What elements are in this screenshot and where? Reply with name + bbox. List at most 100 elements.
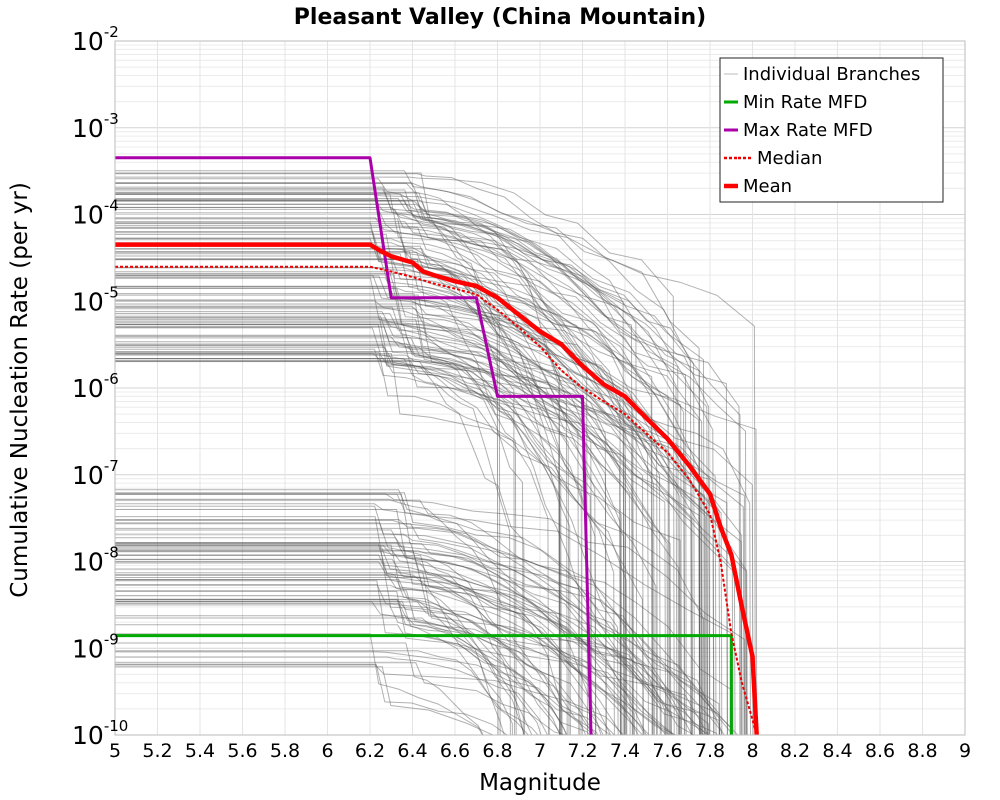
branch-line xyxy=(115,558,513,735)
branch-line xyxy=(115,315,701,735)
x-tick-label: 5.2 xyxy=(142,740,172,762)
branch-line xyxy=(115,176,675,735)
x-tick-label: 8.6 xyxy=(865,740,895,762)
branch-line xyxy=(115,287,707,735)
branch-line xyxy=(115,238,670,735)
branch-line xyxy=(115,548,695,735)
legend-label: Median xyxy=(757,148,822,169)
branch-line xyxy=(115,603,675,735)
branch-line xyxy=(115,178,501,735)
branch-line xyxy=(115,554,612,735)
branch-line xyxy=(115,489,602,735)
branch-line xyxy=(115,267,655,735)
branch-line xyxy=(115,344,681,735)
branch-line xyxy=(115,562,718,735)
branch-line xyxy=(115,551,647,735)
branch-line xyxy=(115,601,526,735)
y-tick-label: 10-10 xyxy=(72,717,128,750)
branch-line xyxy=(115,662,569,735)
branch-line xyxy=(115,299,570,735)
branch-line xyxy=(115,348,682,735)
branch-line xyxy=(115,251,517,735)
branch-line xyxy=(115,200,625,735)
branch-line xyxy=(115,642,484,735)
branch-line xyxy=(115,191,561,735)
x-tick-label: 8.8 xyxy=(907,740,937,762)
y-tick-label: 10-6 xyxy=(72,370,119,403)
branch-line xyxy=(115,561,667,735)
y-axis-ticks: 10-2 10-3 10-4 10-5 10-6 10-7 10-8 10-9 10-10 xyxy=(72,23,128,750)
x-tick-label: 7.4 xyxy=(610,740,640,762)
branch-line xyxy=(115,253,627,735)
branch-line xyxy=(115,493,746,735)
branch-line xyxy=(115,294,721,735)
branch-line xyxy=(115,353,644,735)
branch-line xyxy=(115,516,623,735)
branch-line xyxy=(115,334,562,735)
plot-frame xyxy=(114,40,966,736)
branch-line xyxy=(115,509,525,735)
branch-line xyxy=(115,598,563,735)
branch-line xyxy=(115,579,646,735)
branch-line xyxy=(115,574,706,735)
branch-line xyxy=(115,543,635,735)
branch-line xyxy=(115,351,734,735)
branch-line xyxy=(115,320,752,735)
branch-line xyxy=(115,293,743,735)
branch-line xyxy=(115,198,499,735)
branch-line xyxy=(115,194,756,735)
branch-line xyxy=(115,318,615,735)
branch-line xyxy=(115,323,581,735)
branch-line xyxy=(115,274,746,735)
y-tick-label: 10-5 xyxy=(72,283,119,316)
branch-line xyxy=(115,358,748,735)
branch-line xyxy=(115,533,709,735)
branch-line xyxy=(115,493,710,735)
branch-line xyxy=(115,545,711,735)
branch-line xyxy=(115,522,550,735)
branch-line xyxy=(115,335,736,735)
branch-line xyxy=(115,341,524,735)
branch-line xyxy=(115,199,709,735)
branch-line xyxy=(115,358,623,735)
legend: Individual Branches Min Rate MFD Max Rate … xyxy=(719,57,944,203)
branch-line xyxy=(115,499,666,735)
branch-line xyxy=(115,358,511,735)
branch-line xyxy=(115,203,678,735)
branch-line xyxy=(115,584,542,735)
branch-line xyxy=(115,666,495,735)
x-tick-label: 8 xyxy=(746,740,758,762)
branch-line xyxy=(115,353,705,735)
x-tick-label: 6 xyxy=(321,740,333,762)
branch-line xyxy=(115,223,741,735)
legend-label: Max Rate MFD xyxy=(743,120,873,141)
branch-line xyxy=(115,505,720,735)
branch-line xyxy=(115,207,653,735)
branch-line xyxy=(115,580,612,735)
branch-line xyxy=(115,182,692,735)
branch-line xyxy=(115,173,638,735)
y-tick-label: 10-2 xyxy=(72,23,119,56)
branch-line xyxy=(115,604,530,735)
branch-line xyxy=(115,354,723,735)
branch-line xyxy=(115,498,563,735)
branch-line xyxy=(115,544,721,735)
branch-line xyxy=(115,346,669,735)
chart-title: Pleasant Valley (China Mountain) xyxy=(294,5,706,30)
branch-line xyxy=(115,572,561,735)
x-tick-label: 6.8 xyxy=(482,740,512,762)
branch-line xyxy=(115,360,550,735)
branch-line xyxy=(115,288,754,735)
y-axis-label: Cumulative Nucleation Rate (per yr) xyxy=(7,182,33,598)
x-axis-label: Magnitude xyxy=(479,770,601,796)
branch-line xyxy=(115,547,639,735)
branch-line xyxy=(115,231,671,735)
branch-line xyxy=(115,598,568,735)
branch-line xyxy=(115,311,583,735)
branch-line xyxy=(115,600,533,735)
branch-line xyxy=(115,599,677,735)
branch-line xyxy=(115,545,708,735)
branch-line xyxy=(115,523,731,735)
x-tick-label: 5.8 xyxy=(270,740,300,762)
